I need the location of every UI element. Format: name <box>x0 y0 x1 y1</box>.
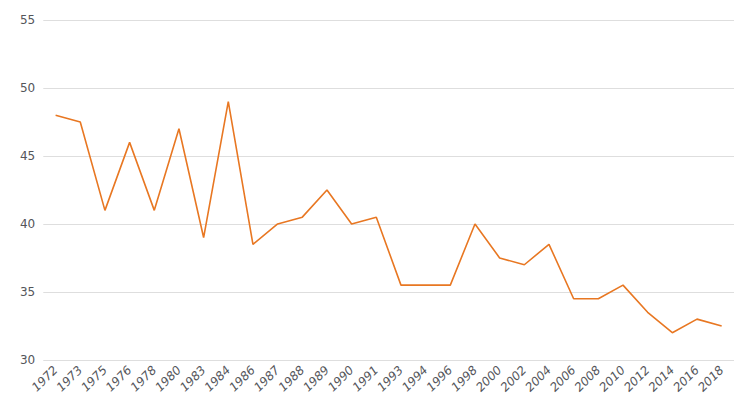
svg-text:55: 55 <box>20 13 35 27</box>
svg-text:45: 45 <box>20 149 35 163</box>
svg-text:2008: 2008 <box>572 363 604 395</box>
svg-text:1978: 1978 <box>128 363 160 395</box>
svg-text:1991: 1991 <box>350 363 381 394</box>
svg-text:1996: 1996 <box>424 363 456 395</box>
svg-text:1984: 1984 <box>202 363 233 394</box>
svg-text:1975: 1975 <box>78 363 109 394</box>
svg-text:1989: 1989 <box>300 363 331 394</box>
svg-text:50: 50 <box>20 81 35 95</box>
svg-text:2002: 2002 <box>498 363 529 394</box>
svg-text:1994: 1994 <box>399 363 430 394</box>
svg-text:1973: 1973 <box>54 363 85 394</box>
svg-text:1998: 1998 <box>448 363 480 395</box>
svg-text:1993: 1993 <box>374 363 405 394</box>
svg-text:1976: 1976 <box>103 363 135 395</box>
svg-text:35: 35 <box>20 285 35 299</box>
svg-text:2000: 2000 <box>473 363 505 395</box>
svg-text:2016: 2016 <box>670 363 702 395</box>
svg-text:2006: 2006 <box>547 363 579 395</box>
svg-text:2012: 2012 <box>621 363 652 394</box>
svg-text:40: 40 <box>20 217 35 231</box>
svg-text:2010: 2010 <box>596 363 628 395</box>
svg-text:1983: 1983 <box>177 363 208 394</box>
svg-text:2018: 2018 <box>695 363 727 395</box>
svg-text:1990: 1990 <box>325 363 357 395</box>
svg-text:1980: 1980 <box>152 363 184 395</box>
svg-text:1972: 1972 <box>29 363 60 394</box>
svg-text:2004: 2004 <box>522 363 553 394</box>
svg-text:1988: 1988 <box>276 363 308 395</box>
svg-text:1986: 1986 <box>226 363 258 395</box>
svg-text:30: 30 <box>20 353 35 367</box>
svg-text:2014: 2014 <box>646 363 677 394</box>
svg-text:1987: 1987 <box>251 363 283 395</box>
